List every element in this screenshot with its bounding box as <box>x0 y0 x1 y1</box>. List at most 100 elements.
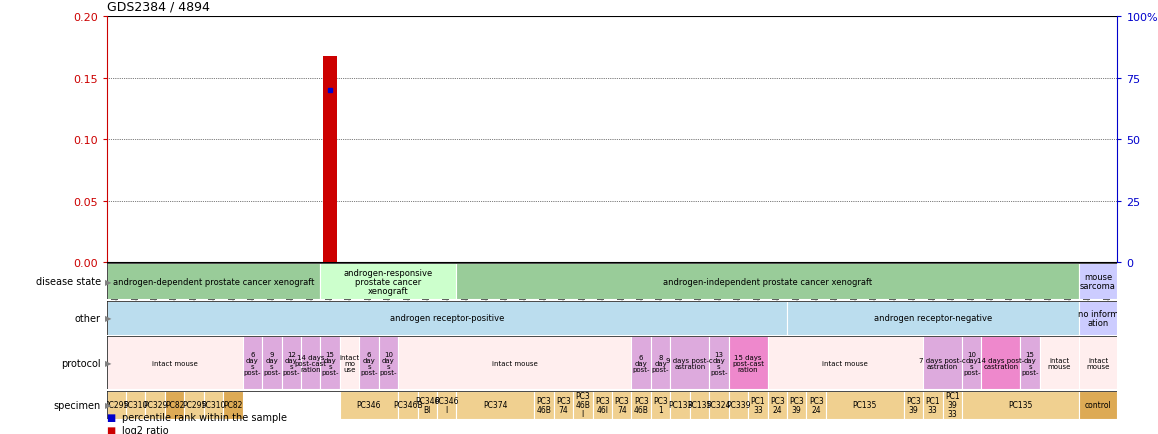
Bar <box>398 336 631 389</box>
Text: PC3
46B
I: PC3 46B I <box>576 391 591 418</box>
Bar <box>398 391 418 419</box>
Text: 6
day
s
post-: 6 day s post- <box>243 351 261 375</box>
Text: 8
day
post-: 8 day post- <box>652 354 669 372</box>
Text: androgen receptor-negative: androgen receptor-negative <box>873 314 992 322</box>
Text: 7 days post-c
astration: 7 days post-c astration <box>919 357 966 369</box>
Bar <box>768 336 923 389</box>
Bar <box>323 56 337 263</box>
Bar <box>651 391 670 419</box>
Text: intact
mouse: intact mouse <box>1086 357 1109 369</box>
Text: 14 days post-
castration: 14 days post- castration <box>977 357 1025 369</box>
Text: ▶: ▶ <box>105 277 112 286</box>
Text: PC324: PC324 <box>706 400 731 409</box>
Bar <box>593 391 611 419</box>
Bar <box>107 336 243 389</box>
Bar <box>670 391 690 419</box>
Text: PC1
33: PC1 33 <box>750 396 765 414</box>
Bar <box>787 391 806 419</box>
Bar <box>1020 336 1040 389</box>
Text: androgen-responsive
prostate cancer
xenograft: androgen-responsive prostate cancer xeno… <box>344 268 433 295</box>
Text: PC82: PC82 <box>164 400 184 409</box>
Bar <box>962 336 981 389</box>
Bar <box>923 391 943 419</box>
Bar <box>262 336 281 389</box>
Text: specimen: specimen <box>53 400 101 410</box>
Bar <box>107 264 321 299</box>
Bar <box>651 336 670 389</box>
Text: PC3
74: PC3 74 <box>556 396 571 414</box>
Bar <box>243 336 262 389</box>
Bar <box>806 391 826 419</box>
Bar <box>670 336 709 389</box>
Text: 6
day
s
post-: 6 day s post- <box>360 351 378 375</box>
Text: PC3
46I: PC3 46I <box>595 396 609 414</box>
Text: PC1
39
33: PC1 39 33 <box>945 391 960 418</box>
Bar <box>437 391 456 419</box>
Text: PC3
39: PC3 39 <box>906 396 921 414</box>
Text: PC295: PC295 <box>104 400 129 409</box>
Text: PC310: PC310 <box>201 400 226 409</box>
Text: PC374: PC374 <box>483 400 507 409</box>
Bar <box>768 391 787 419</box>
Text: control: control <box>1085 400 1112 409</box>
Text: GDS2384 / 4894: GDS2384 / 4894 <box>107 1 210 14</box>
Bar <box>1040 336 1078 389</box>
Text: PC133: PC133 <box>668 400 692 409</box>
Bar <box>826 391 903 419</box>
Text: ▶: ▶ <box>105 358 112 367</box>
Text: 9
day
s
post-: 9 day s post- <box>263 351 280 375</box>
Text: mouse
sarcoma: mouse sarcoma <box>1080 273 1116 291</box>
Bar <box>456 264 1078 299</box>
Text: PC3
24: PC3 24 <box>808 396 823 414</box>
Text: PC3
46B: PC3 46B <box>536 396 551 414</box>
Text: intact mouse: intact mouse <box>492 360 537 366</box>
Text: androgen-independent prostate cancer xenograft: androgen-independent prostate cancer xen… <box>664 277 872 286</box>
Bar <box>339 391 398 419</box>
Bar <box>107 391 126 419</box>
Text: PC135: PC135 <box>1009 400 1033 409</box>
Bar <box>107 301 787 335</box>
Bar <box>1078 391 1117 419</box>
Text: PC3
24: PC3 24 <box>770 396 785 414</box>
Bar <box>1078 264 1117 299</box>
Bar <box>126 391 146 419</box>
Text: PC346: PC346 <box>357 400 381 409</box>
Text: intact mouse: intact mouse <box>152 360 198 366</box>
Bar <box>321 264 456 299</box>
Text: 13
day
s
post-: 13 day s post- <box>710 351 727 375</box>
Text: 15
day
s
post-: 15 day s post- <box>322 351 339 375</box>
Text: 10
day
s
post-: 10 day s post- <box>380 351 397 375</box>
Bar <box>728 391 748 419</box>
Text: PC310: PC310 <box>124 400 148 409</box>
Text: log2 ratio: log2 ratio <box>122 425 168 434</box>
Text: PC346
I: PC346 I <box>434 396 459 414</box>
Text: no inform
ation: no inform ation <box>1078 309 1119 327</box>
Bar <box>709 391 728 419</box>
Bar <box>321 336 339 389</box>
Text: PC3
74: PC3 74 <box>615 396 629 414</box>
Bar <box>903 391 923 419</box>
Bar <box>164 391 184 419</box>
Bar <box>981 336 1020 389</box>
Text: PC135: PC135 <box>688 400 712 409</box>
Bar <box>728 336 768 389</box>
Bar <box>534 391 554 419</box>
Text: 15
day
s
post-: 15 day s post- <box>1021 351 1039 375</box>
Bar <box>418 391 437 419</box>
Bar <box>301 336 321 389</box>
Bar <box>1078 301 1117 335</box>
Bar <box>787 301 1078 335</box>
Text: PC3
1: PC3 1 <box>653 396 668 414</box>
Text: PC3
39: PC3 39 <box>790 396 804 414</box>
Text: PC295: PC295 <box>182 400 206 409</box>
Text: 6
day
post-: 6 day post- <box>632 354 650 372</box>
Text: percentile rank within the sample: percentile rank within the sample <box>122 413 286 422</box>
Text: androgen receptor-positive: androgen receptor-positive <box>389 314 504 322</box>
Text: PC346B: PC346B <box>393 400 423 409</box>
Text: other: other <box>75 313 101 323</box>
Bar <box>1078 336 1117 389</box>
Text: intact
mo
use: intact mo use <box>339 354 360 372</box>
Bar <box>690 391 709 419</box>
Bar <box>923 336 962 389</box>
Bar <box>379 336 398 389</box>
